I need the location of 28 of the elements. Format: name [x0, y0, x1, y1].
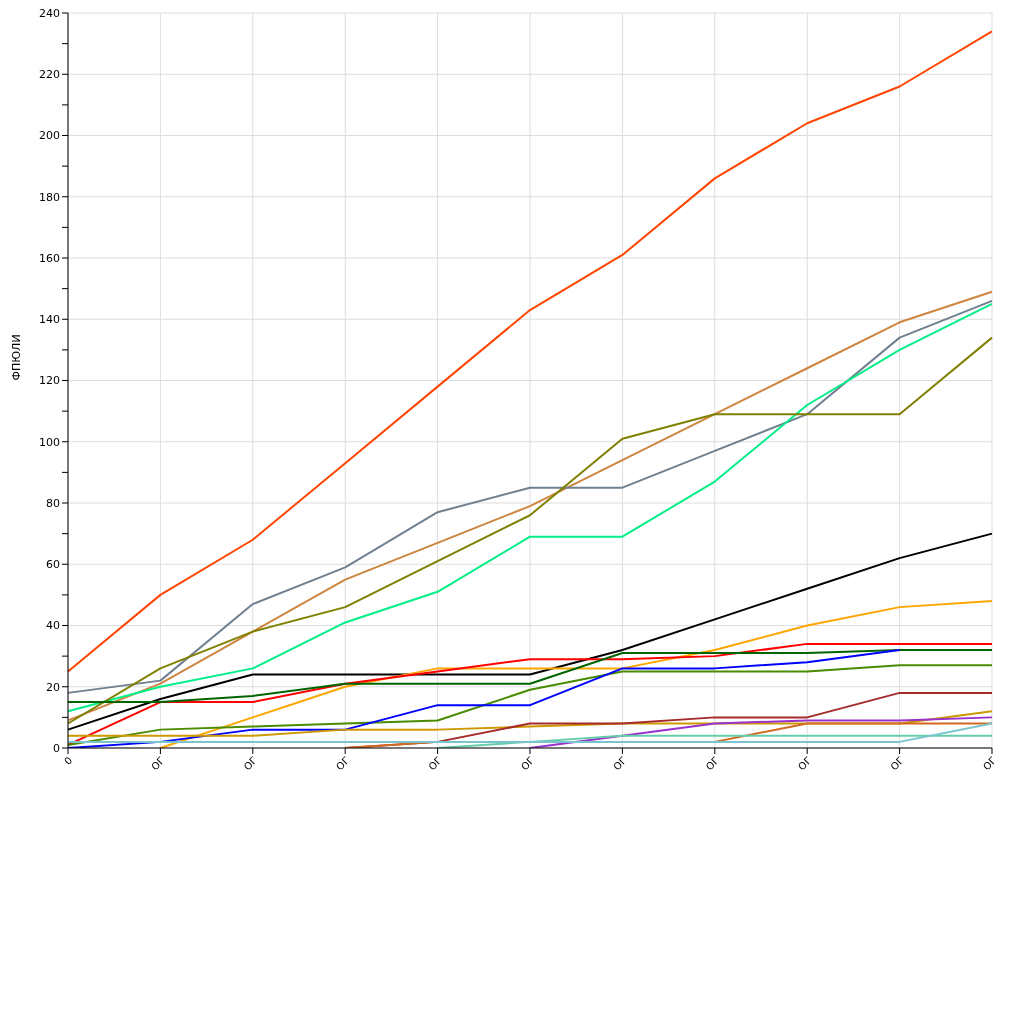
line-series: [67, 30, 993, 673]
y-tick-label: 240: [39, 6, 60, 20]
y-tick-label: 160: [39, 251, 60, 265]
y-tick-label: 60: [46, 558, 60, 572]
y-tick-label: 200: [39, 129, 60, 143]
x-tick-label: ОГ: [611, 754, 629, 773]
x-tick-label: ОГ: [241, 754, 260, 773]
x-tick-label: ОГ: [426, 754, 445, 773]
line-series: [159, 600, 993, 748]
y-tick-label: 40: [46, 619, 60, 633]
y-tick-label: 180: [39, 190, 60, 204]
x-tick-label: ОГ: [888, 754, 907, 773]
line-series: [67, 649, 993, 704]
x-tick-label: 0: [62, 754, 75, 767]
y-tick-label: 0: [53, 741, 60, 755]
y-tick-label: 100: [39, 435, 60, 449]
y-tick-label: 220: [39, 68, 60, 82]
y-tick-label: 80: [46, 496, 60, 510]
y-tick-label: 140: [39, 313, 60, 327]
x-tick-label: ОГ: [518, 754, 537, 773]
x-tick-label: ОГ: [980, 754, 999, 773]
x-tick-label: ОГ: [795, 754, 814, 773]
y-tick-label: 120: [39, 374, 60, 388]
x-tick-label: ОГ: [149, 754, 167, 773]
y-tick-label: 20: [46, 680, 60, 694]
x-tick-label: ОГ: [703, 754, 722, 773]
x-tick-label: ОГ: [333, 754, 352, 773]
y-axis-title: ФПЮЛИ: [9, 334, 23, 381]
